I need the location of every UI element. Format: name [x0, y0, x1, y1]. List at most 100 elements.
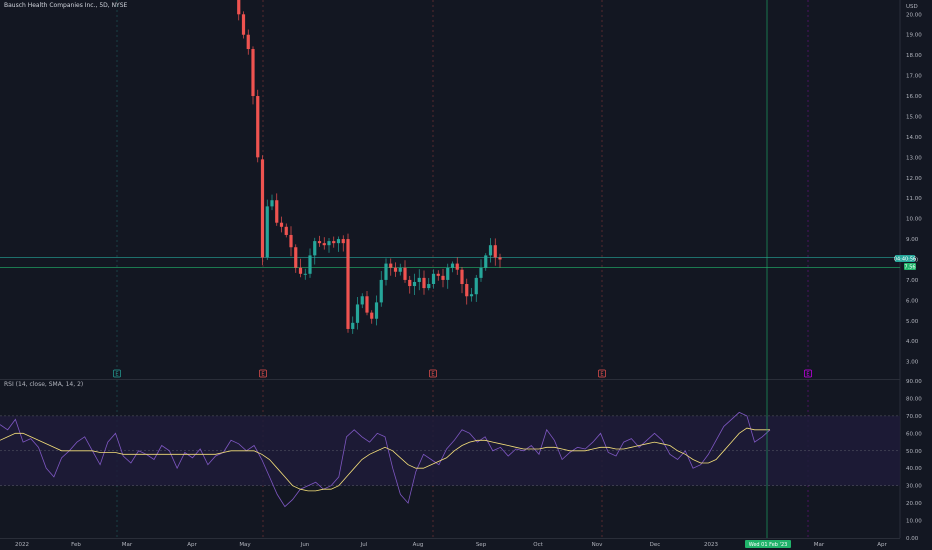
- candle-body: [317, 241, 322, 244]
- candle-body: [455, 263, 459, 270]
- candle-body: [289, 234, 293, 248]
- candle-body: [474, 277, 478, 295]
- rsi-sma-line: [0, 427, 770, 492]
- time-tick-label: Mar: [814, 542, 825, 548]
- rsi-layer: [0, 411, 900, 508]
- rsi-tick-label: 90.00: [906, 379, 922, 385]
- candle-body: [336, 239, 341, 244]
- candle-body: [279, 222, 284, 227]
- price-tick-label: 15.00: [906, 114, 922, 120]
- symbol-title: Bausch Health Companies Inc., 5D, NYSE: [4, 2, 128, 9]
- candle-body: [465, 284, 469, 297]
- candle-body: [327, 241, 331, 246]
- candle-body: [493, 245, 497, 258]
- candle-body: [241, 14, 246, 35]
- rsi-title: RSI (14, close, SMA, 14, 2): [4, 381, 84, 388]
- price-tick-label: 6.00: [906, 298, 919, 304]
- candle-body: [393, 267, 398, 272]
- candle-body: [365, 296, 369, 313]
- candle-body: [313, 241, 317, 256]
- time-tick-label: 2023: [704, 542, 718, 548]
- price-tick-label: 13.00: [906, 155, 922, 161]
- time-tick-label: Oct: [533, 542, 543, 548]
- earnings-marker: [113, 369, 121, 378]
- time-tick-label: Nov: [592, 542, 603, 548]
- price-badge-label: 04:40:56: [894, 257, 916, 263]
- time-tick-label: Apr: [877, 542, 887, 548]
- rsi-tick-label: 70.00: [906, 414, 922, 420]
- candle-body: [431, 273, 436, 285]
- candle-layer: [237, 0, 502, 334]
- time-tick-label: Feb: [71, 542, 81, 548]
- price-tick-label: 17.00: [906, 74, 922, 80]
- earnings-marker: [804, 369, 812, 378]
- rsi-tick-label: 20.00: [906, 501, 922, 507]
- candle-body: [436, 273, 440, 276]
- earnings-marker-label: E: [600, 372, 603, 378]
- price-tick-label: 16.00: [906, 94, 922, 100]
- candle-body: [332, 241, 336, 244]
- candle-body: [412, 281, 417, 287]
- candle-body: [408, 279, 412, 287]
- candle-body: [374, 302, 379, 319]
- line-badge-label: 7.56: [904, 265, 915, 271]
- candle-body: [446, 267, 450, 280]
- candle-body: [389, 263, 393, 268]
- price-tick-label: 7.00: [906, 278, 919, 284]
- candle-body: [270, 200, 274, 207]
- price-tick-label: 3.00: [906, 360, 919, 366]
- rsi-tick-label: 10.00: [906, 519, 922, 525]
- rsi-tick-label: 0.00: [906, 536, 919, 542]
- candle-body: [379, 279, 383, 303]
- candle-body: [351, 322, 355, 329]
- candle-body: [427, 284, 431, 289]
- earnings-marker-label: E: [115, 372, 118, 378]
- overlay-layer: 04:40:56 7.56 Wed 01 Feb '23 USD: [745, 0, 918, 548]
- time-tick-label: Mar: [122, 542, 133, 548]
- candle-body: [246, 34, 250, 50]
- candle-body: [298, 267, 303, 274]
- candle-body: [479, 267, 483, 278]
- candle-body: [484, 255, 488, 268]
- candle-body: [346, 239, 350, 329]
- price-tick-label: 9.00: [906, 237, 919, 243]
- earnings-marker: [429, 369, 437, 378]
- earnings-marker-label: E: [431, 372, 434, 378]
- time-tick-label: Aug: [413, 542, 424, 548]
- candle-body: [308, 255, 312, 274]
- candle-body: [237, 0, 241, 15]
- candle-body: [469, 294, 474, 297]
- earnings-marker: [259, 369, 267, 378]
- time-tick-label: Apr: [187, 542, 197, 548]
- candle-body: [322, 243, 326, 246]
- earnings-marker-label: E: [261, 372, 264, 378]
- candle-body: [260, 159, 265, 258]
- earnings-marker: [598, 369, 606, 378]
- candle-body: [498, 257, 502, 260]
- candle-body: [450, 263, 455, 268]
- rsi-tick-label: 60.00: [906, 431, 922, 437]
- candle-body: [384, 263, 388, 280]
- candle-body: [303, 273, 307, 275]
- price-tick-label: 10.00: [906, 217, 922, 223]
- time-tick-label: Jul: [360, 542, 368, 548]
- candle-body: [422, 277, 426, 289]
- candle-body: [294, 247, 298, 268]
- price-tick-label: 4.00: [906, 339, 919, 345]
- price-tick-label: 5.00: [906, 319, 919, 325]
- earnings-marker-label: E: [806, 372, 809, 378]
- price-tick-label: 19.00: [906, 33, 922, 39]
- candle-body: [460, 269, 464, 285]
- candle-body: [341, 239, 345, 244]
- candle-body: [251, 49, 255, 97]
- crosshair-date-label: Wed 01 Feb '23: [749, 542, 788, 548]
- currency-label: USD: [906, 4, 918, 10]
- time-tick-label: Sep: [476, 542, 487, 548]
- candle-body: [275, 200, 279, 223]
- time-tick-label: May: [239, 542, 251, 548]
- time-tick-label: Jun: [300, 542, 310, 548]
- crosshair-date-badge: [745, 540, 791, 548]
- time-tick-label: Dec: [650, 542, 661, 548]
- line-badge: [904, 263, 916, 270]
